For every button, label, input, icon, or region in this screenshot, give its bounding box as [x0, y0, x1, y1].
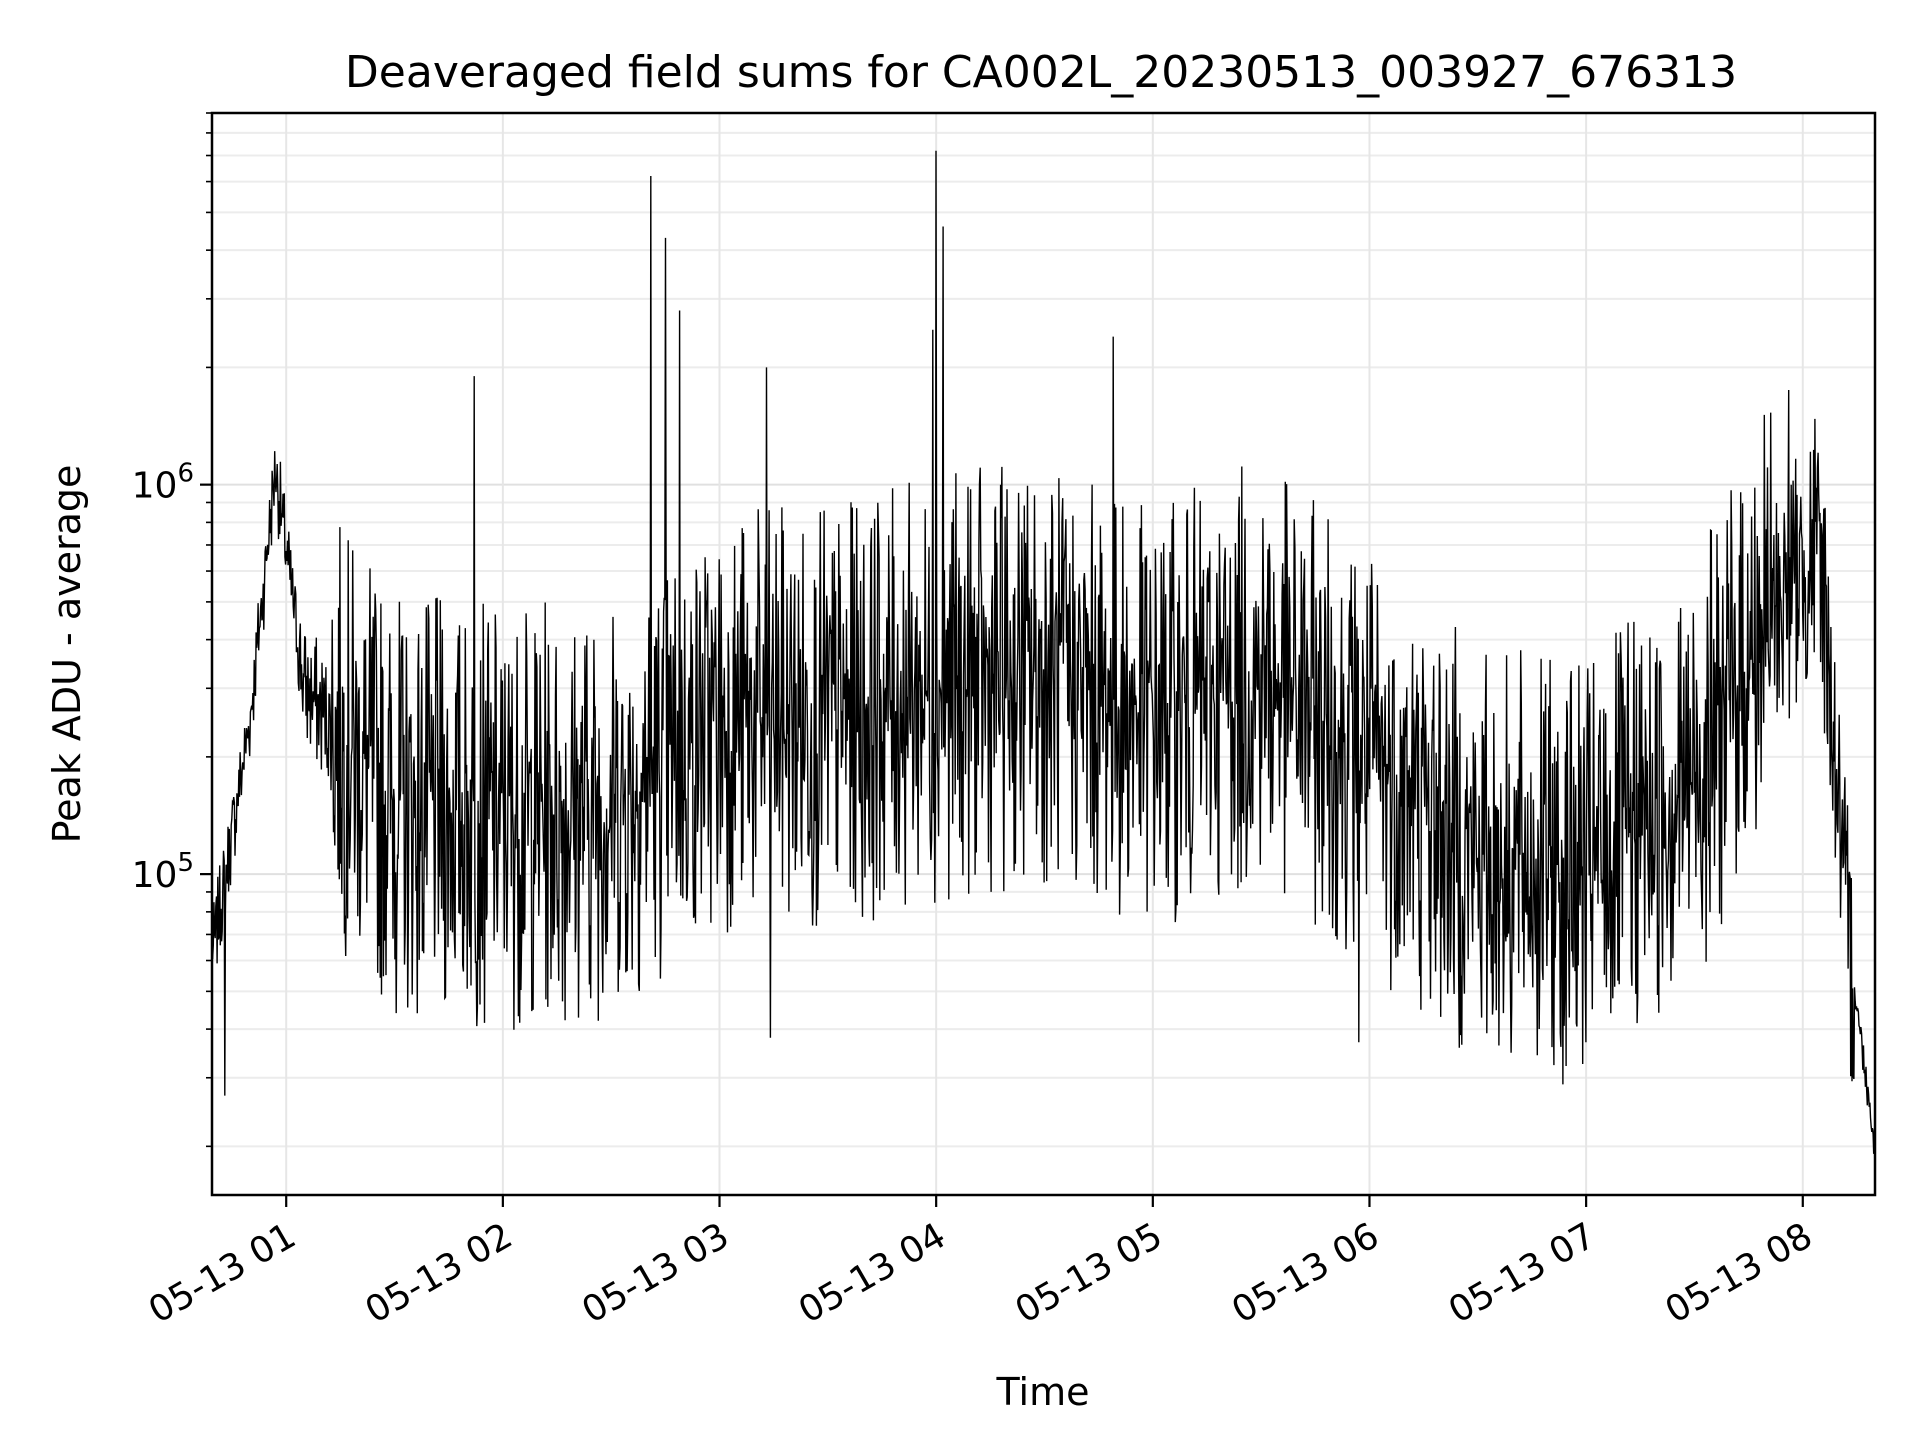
y-tick-label: 106: [132, 459, 194, 507]
x-axis-label: Time: [996, 1370, 1090, 1414]
y-axis-ticks: 105 106: [132, 112, 212, 1148]
plot-frame: [210, 111, 1877, 1197]
y-tick-label: 105: [132, 848, 194, 896]
chart-title: Deaveraged field sums for CA002L_2023051…: [345, 47, 1737, 98]
series-line: [211, 150, 1876, 1154]
y-axis-label: Peak ADU - average: [45, 465, 89, 844]
